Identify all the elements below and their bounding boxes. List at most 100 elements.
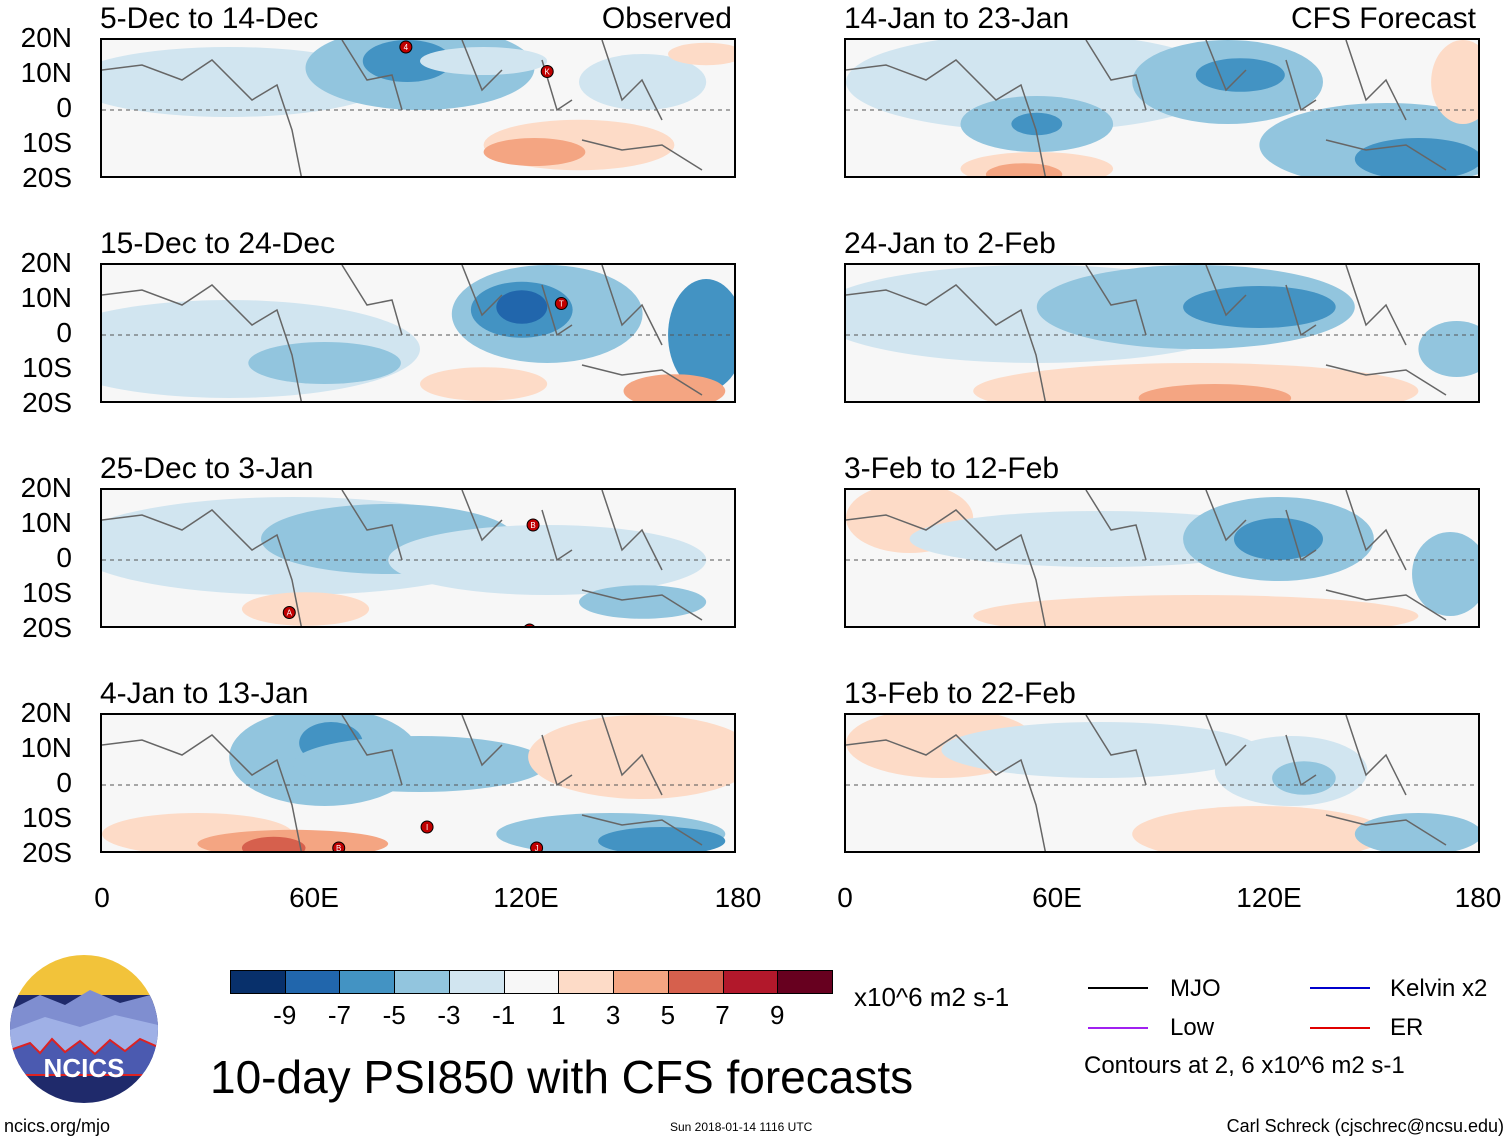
lon-tick-label: 60E	[1032, 882, 1082, 913]
logo-text: NCICS	[44, 1053, 125, 1083]
colorbar-tick-label: -5	[382, 1000, 406, 1030]
map-panel: T	[100, 263, 736, 403]
anomaly-shading	[1412, 532, 1478, 616]
anomaly-shading	[388, 525, 707, 595]
storm-label: A	[287, 609, 293, 618]
lat-tick-label: 0	[56, 542, 72, 573]
map-panel: I B J	[100, 713, 736, 853]
storm-marker	[282, 606, 296, 619]
storm-label: B	[530, 521, 535, 530]
lat-tick-label: 0	[56, 767, 72, 798]
lat-tick-label: 20N	[20, 697, 72, 728]
anomaly-shading	[241, 836, 306, 851]
storm-label: J	[535, 844, 539, 853]
lat-tick-label: 20N	[20, 22, 72, 53]
anomaly-shading	[420, 367, 548, 401]
storm-label: B	[336, 844, 341, 853]
anomaly-shading	[1431, 40, 1478, 124]
lon-tick-label: 120E	[1236, 882, 1302, 913]
legend-label: MJO	[1170, 975, 1221, 1002]
chart-title: 10-day PSI850 with CFS forecasts	[210, 1051, 914, 1103]
lat-tick-label: 10S	[22, 577, 72, 608]
panel-source-label: CFS Forecast	[1290, 2, 1476, 35]
lat-tick-label: 10N	[20, 282, 72, 313]
lat-tick-label: 10S	[22, 802, 72, 833]
map-panel: B A H	[100, 488, 736, 628]
anomaly-shading	[1132, 806, 1387, 851]
lat-tick-label: 20S	[22, 162, 72, 193]
panel-field	[846, 40, 1478, 176]
panel-title: 15-Dec to 24-Dec	[100, 227, 336, 260]
storm-marker	[530, 841, 544, 851]
lat-tick-label: 0	[56, 92, 72, 123]
ncics-logo: NCICS	[10, 955, 158, 1103]
storm-marker	[420, 820, 434, 834]
colorbar-segment	[558, 970, 615, 994]
panel-title: 25-Dec to 3-Jan	[100, 452, 314, 485]
anomaly-shading	[483, 138, 586, 166]
coastline	[846, 490, 1447, 626]
contour-note: Contours at 2, 6 x10^6 m2 s-1	[1084, 1052, 1405, 1079]
legend-label: ER	[1390, 1014, 1424, 1041]
legend-line-kelvin	[1310, 987, 1370, 989]
storm-marker	[554, 297, 568, 310]
anomaly-shading	[292, 736, 548, 792]
lat-tick-label: 10N	[20, 57, 72, 88]
lon-tick-label: 120E	[493, 882, 559, 913]
legend-line-low	[1088, 1027, 1148, 1029]
storm-marker	[332, 841, 346, 851]
colorbar-tick-label: -7	[327, 1000, 352, 1030]
colorbar-segment	[777, 970, 833, 994]
anomaly-shading	[973, 595, 1419, 626]
anomaly-shading	[579, 585, 707, 619]
anomaly-shading	[598, 827, 726, 851]
coastline	[102, 40, 703, 176]
storm-label: K	[545, 68, 551, 77]
panel-field	[846, 490, 1478, 626]
lat-tick-label: 20S	[22, 387, 72, 418]
coastline	[102, 490, 703, 626]
anomaly-shading	[241, 592, 370, 626]
colorbar-segment	[667, 970, 724, 994]
panel-field: T	[102, 265, 734, 401]
anomaly-shading	[1418, 321, 1478, 377]
lat-tick-label: 20N	[20, 472, 72, 503]
colorbar-segment	[613, 970, 669, 994]
lat-tick-label: 10N	[20, 507, 72, 538]
colorbar-segment	[448, 970, 505, 994]
storm-marker	[399, 40, 413, 54]
anomaly-shading	[420, 47, 548, 75]
anomaly-shading	[362, 40, 452, 82]
panel-source-label: Observed	[601, 2, 732, 35]
lon-tick-label: 0	[837, 882, 853, 913]
footer-url[interactable]: ncics.org/mjo	[4, 1116, 111, 1136]
anomaly-shading	[528, 715, 734, 799]
lon-tick-label: 60E	[289, 882, 339, 913]
storm-label: H	[527, 626, 533, 628]
footer-timestamp: Sun 2018-01-14 1116 UTC	[670, 1120, 813, 1134]
coastline	[846, 40, 1447, 176]
panel-field	[846, 265, 1478, 401]
legend-label: Kelvin x2	[1390, 975, 1488, 1002]
panel-field: 4K	[102, 40, 734, 176]
colorbar-segment	[394, 970, 450, 994]
footer-author: Carl Schreck (cjschrec@ncsu.edu)	[1226, 1116, 1504, 1136]
map-panel	[844, 38, 1480, 178]
coastline	[846, 265, 1447, 401]
lat-tick-label: 20N	[20, 247, 72, 278]
panel-title: 24-Jan to 2-Feb	[844, 227, 1056, 260]
anomaly-shading	[1354, 813, 1478, 851]
panel-field: I B J	[102, 715, 734, 853]
anomaly-shading	[1183, 286, 1336, 328]
colorbar-segment	[722, 970, 779, 994]
panel-title: 3-Feb to 12-Feb	[844, 452, 1060, 485]
storm-label: I	[426, 823, 428, 832]
colorbar-segment	[503, 970, 560, 994]
anomaly-shading	[941, 722, 1260, 778]
storm-marker	[540, 65, 554, 78]
anomaly-shading	[248, 342, 401, 384]
anomaly-shading	[496, 290, 548, 324]
anomaly-shading	[973, 363, 1419, 401]
colorbar-tick-label: 7	[715, 1000, 730, 1030]
